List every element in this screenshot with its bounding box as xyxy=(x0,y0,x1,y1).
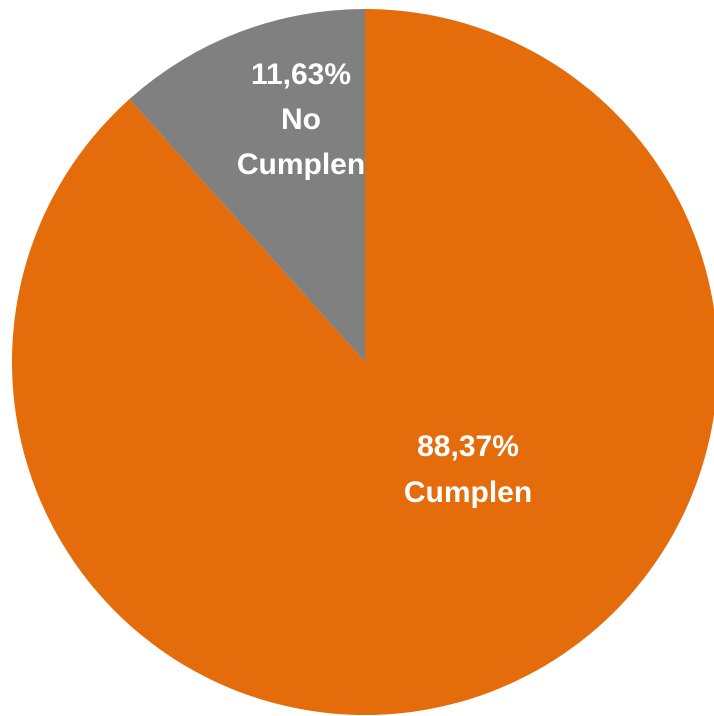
data-label-cumplen: 88,37% Cumplen xyxy=(404,430,532,509)
data-label-no-cumplen: 11,63% No Cumplen xyxy=(237,58,365,181)
pie-slices xyxy=(12,9,714,715)
pie-labels: 88,37% Cumplen 11,63% No Cumplen xyxy=(237,58,532,509)
pie-slice-cumplen xyxy=(12,9,714,715)
pie-slice-no-cumplen xyxy=(129,9,365,362)
